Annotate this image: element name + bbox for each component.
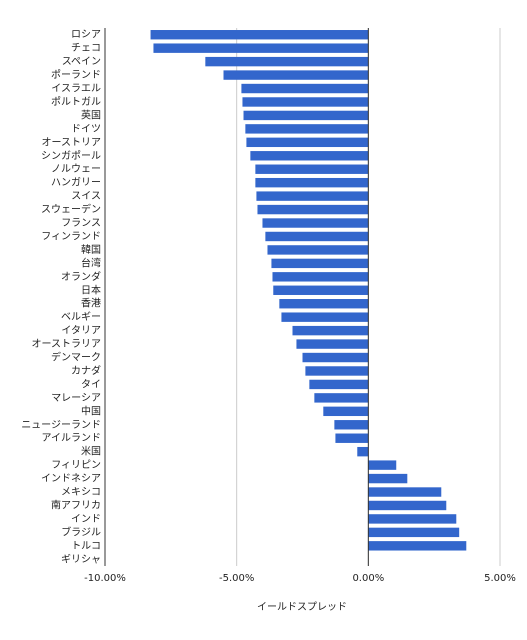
y-tick-label: ロシア	[71, 30, 101, 41]
x-tick-label: -5.00%	[219, 573, 254, 584]
bar	[245, 124, 369, 134]
bar	[302, 352, 369, 363]
y-tick-label: カナダ	[71, 364, 101, 377]
x-tick-label: -10.00%	[84, 573, 126, 584]
bar	[223, 70, 369, 80]
y-tick-label: 英国	[81, 108, 101, 121]
bar	[368, 460, 397, 470]
y-tick-label: フィンランド	[41, 230, 101, 242]
bar	[334, 420, 369, 430]
y-tick-label: チェコ	[71, 42, 101, 54]
bar	[272, 272, 369, 282]
bar	[314, 393, 369, 403]
bar	[368, 541, 467, 551]
y-tick-label: イスラエル	[51, 83, 101, 95]
bar	[335, 433, 369, 443]
y-tick-label: 香港	[81, 298, 101, 310]
bar	[271, 258, 369, 269]
bar	[265, 231, 369, 242]
bar	[279, 299, 369, 309]
y-tick-label: スウェーデン	[41, 203, 101, 216]
bar	[255, 177, 369, 188]
y-tick-label: フランス	[61, 217, 101, 229]
bar	[150, 30, 369, 40]
bar	[241, 83, 369, 94]
bar	[281, 312, 369, 322]
y-tick-label: 米国	[81, 445, 101, 458]
bar	[368, 487, 442, 497]
y-tick-label: ポルトガル	[51, 96, 101, 108]
bar	[257, 204, 369, 215]
bar	[243, 110, 369, 121]
y-tick-label: ニュージーランド	[21, 419, 101, 431]
y-tick-label: 南アフリカ	[51, 498, 101, 511]
y-tick-label: オーストラリア	[32, 338, 102, 350]
bar	[153, 43, 369, 53]
y-tick-label: トルコ	[71, 541, 101, 552]
x-tick-label: 0.00%	[352, 573, 384, 584]
bar	[205, 56, 369, 67]
y-tick-label: インドネシア	[41, 473, 101, 485]
y-tick-label: スイス	[71, 191, 101, 202]
y-tick-label: シンガポール	[41, 150, 101, 162]
bar	[368, 500, 447, 511]
y-tick-label: オーストリア	[42, 136, 102, 148]
bar	[255, 164, 369, 174]
x-tick-label: 5.00%	[484, 573, 516, 584]
y-tick-label: ギリシャ	[61, 553, 101, 565]
bar	[368, 473, 408, 484]
bar	[309, 379, 369, 390]
y-tick-label: デンマーク	[51, 351, 101, 364]
bar	[368, 527, 460, 538]
bar	[242, 97, 369, 107]
y-tick-label: 韓国	[81, 244, 101, 256]
bar	[323, 406, 369, 417]
bar	[305, 366, 369, 376]
y-tick-label: ハンガリー	[51, 177, 101, 189]
y-tick-label: ポーランド	[51, 69, 101, 81]
y-tick-label: イタリア	[61, 325, 101, 337]
bar	[292, 325, 369, 336]
y-tick-label: タイ	[81, 378, 101, 390]
bar	[368, 514, 457, 524]
y-tick-label: ブラジル	[61, 525, 101, 538]
bar	[273, 285, 369, 295]
y-tick-label: 台湾	[81, 256, 101, 269]
y-tick-label: ノルウェー	[51, 163, 101, 175]
bar	[357, 446, 369, 457]
x-axis-title: イールドスプレッド	[257, 601, 347, 613]
y-tick-label: スペイン	[62, 57, 101, 68]
bar	[267, 245, 369, 255]
y-tick-label: マレーシア	[51, 393, 101, 404]
y-tick-label: オランダ	[61, 270, 101, 283]
bar	[256, 191, 369, 201]
y-tick-label: ドイツ	[71, 124, 101, 135]
y-tick-label: インド	[71, 514, 101, 525]
bar	[250, 151, 369, 161]
y-tick-label: ベルギー	[61, 311, 101, 323]
bar	[296, 339, 369, 349]
y-tick-label: 中国	[81, 404, 101, 417]
y-tick-label: アイルランド	[42, 432, 102, 444]
bar	[262, 218, 369, 228]
y-tick-label: フィリピン	[51, 459, 101, 471]
bar	[246, 137, 369, 148]
y-tick-label: メキシコ	[61, 487, 101, 498]
y-tick-label: 日本	[81, 283, 101, 296]
